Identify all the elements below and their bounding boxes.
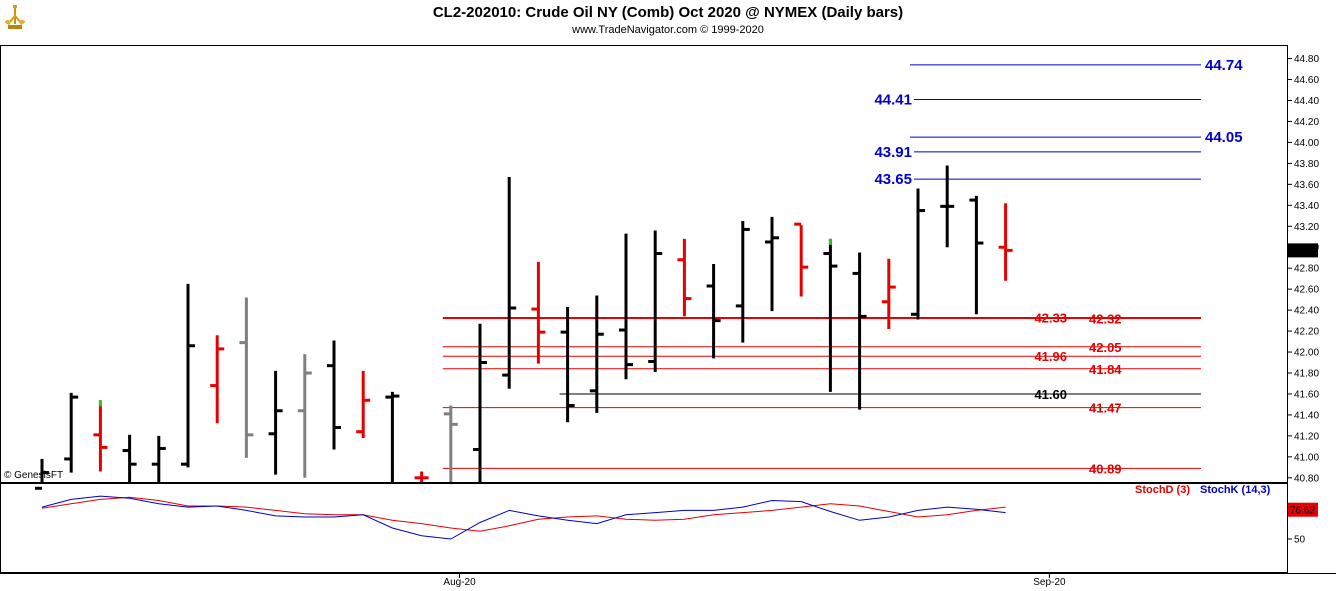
price-tick-label: 42.60 [1294,285,1319,296]
ohlc-bar [998,203,1013,281]
ohlc-bar [443,405,458,482]
ohlc-bar [648,230,663,372]
level-label-bg [870,170,914,189]
trading-logo-icon [5,5,25,29]
legend-stochD: StochD (3) [1135,484,1190,496]
price-tick-label: 43.80 [1294,159,1319,170]
ohlc-bar [823,238,838,392]
price-tick-label: 42.80 [1294,264,1319,275]
price-pane [0,45,1288,483]
stoch-tick-label: 50 [1294,535,1306,546]
price-axis: 44.80 44.60 44.40 44.20 44.00 43.80 43.60 43.40… [1288,54,1319,484]
ohlc-bar [881,258,896,329]
stoch-pane [0,483,1288,573]
level-label-bg [870,90,914,109]
stoch-value-box [1288,502,1318,517]
price-tick-label: 42.20 [1294,327,1319,338]
ohlc-bar [181,283,195,468]
level-label: 44.74 [1205,57,1243,74]
ohlc-bar [385,391,400,482]
stochD-line [41,496,1006,532]
price-tick-label: 44.40 [1294,96,1319,107]
ohlc-bar [93,400,108,472]
ohlc-bar [706,264,721,359]
ohlc-bar [677,238,692,317]
price-tick-label: 44.00 [1294,138,1319,149]
ohlc-bar [297,354,312,478]
level-label: 43.91 [874,144,912,161]
stochastic-indicator: 50 76.62 StochD (3) StochK (14,3) [41,484,1318,546]
last-price-label: 42.97 [1290,246,1315,257]
ohlc-bar [911,188,925,320]
level-label: 44.41 [874,91,912,108]
level-label: 41.60 [1034,387,1067,402]
ohlc-bars [35,165,1013,490]
level-label: 41.96 [1034,349,1067,364]
price-tick-label: 43.20 [1294,222,1319,233]
level-label-bg [1203,55,1247,74]
price-levels: 44.74 44.41 44.05 43.91 43.65 42.33 42.32 42.05… [442,55,1247,476]
last-price-marker: 42.97 [1288,243,1318,258]
ohlc-bar [589,295,604,413]
date-axis: Aug-20 Sep-20 [443,573,1066,588]
price-tick-label: 43.40 [1294,201,1319,212]
ohlc-bar [327,340,341,450]
ohlc-bar [969,195,984,315]
ohlc-bar [473,323,487,482]
level-label: 40.89 [1089,461,1122,476]
legend-stochK: StochK (14,3) [1200,484,1271,496]
date-tick-label: Aug-20 [443,577,476,588]
ohlc-bar [765,216,779,312]
price-tick-label: 43.60 [1294,180,1319,191]
ohlc-bar [122,434,137,482]
ohlc-bar [735,221,750,343]
price-tick-label: 41.40 [1294,410,1319,421]
ohlc-bar [414,471,429,482]
level-label: 43.65 [874,171,912,188]
price-tick-label: 40.80 [1294,473,1319,484]
level-label: 42.32 [1089,312,1122,327]
price-tick-label: 41.00 [1294,452,1319,463]
ohlc-bar [502,177,517,389]
ohlc-bar [210,335,225,424]
level-label: 44.05 [1205,129,1243,146]
ohlc-bar [239,297,254,458]
ohlc-bar [35,458,49,490]
watermark: © GenesisFT [4,470,63,481]
date-tick-label: Sep-20 [1033,577,1066,588]
price-tick-label: 44.80 [1294,54,1319,65]
ohlc-bar [531,261,546,364]
chart-title: CL2-202010: Crude Oil NY (Comb) Oct 2020… [433,4,903,21]
ohlc-bar [560,306,575,423]
ohlc-bar [794,222,809,297]
ohlc-bar [852,252,867,410]
price-tick-label: 42.40 [1294,306,1319,317]
level-label: 41.84 [1089,362,1122,377]
stochK-line [41,495,1006,540]
level-label-bg [1203,128,1247,147]
frame [0,45,1336,574]
ohlc-bar [64,392,79,473]
level-label: 42.05 [1089,340,1122,355]
price-tick-label: 41.20 [1294,431,1319,442]
price-tick-label: 44.20 [1294,117,1319,128]
chart-subtitle: www.TradeNavigator.com © 1999-2020 [571,24,764,36]
price-tick-label: 41.60 [1294,389,1319,400]
ohlc-bar [151,435,166,482]
level-label-bg [870,142,914,161]
stoch-value-label: 76.62 [1290,506,1315,517]
price-tick-label: 44.60 [1294,75,1319,86]
price-tick-label: 41.80 [1294,369,1319,380]
ohlc-bar [356,370,371,438]
level-label: 42.33 [1034,310,1067,325]
last-price-box [1288,243,1318,258]
price-tick-label: 42.00 [1294,348,1319,359]
ohlc-bar [268,370,283,475]
ohlc-bar [619,233,633,380]
level-label: 41.47 [1089,401,1122,416]
ohlc-bar [940,165,955,248]
